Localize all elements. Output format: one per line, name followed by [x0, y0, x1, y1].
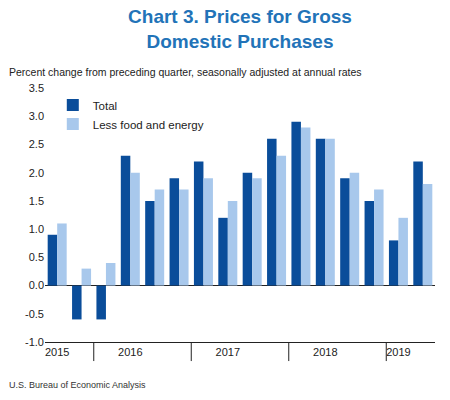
svg-text:U.S. Bureau of Economic Analys: U.S. Bureau of Economic Analysis	[9, 380, 146, 390]
svg-text:0.0: 0.0	[29, 279, 44, 291]
svg-text:2017: 2017	[216, 346, 240, 358]
svg-text:3.0: 3.0	[29, 110, 44, 122]
svg-text:3.5: 3.5	[29, 82, 44, 94]
svg-text:Chart 3. Prices for GrossDomes: Chart 3. Prices for GrossDomestic Purcha…	[128, 6, 352, 52]
svg-text:1.0: 1.0	[29, 223, 44, 235]
svg-text:Less food and energy: Less food and energy	[93, 119, 204, 131]
svg-text:2.0: 2.0	[29, 167, 44, 179]
svg-text:1.5: 1.5	[29, 195, 44, 207]
svg-text:2015: 2015	[45, 346, 69, 358]
svg-text:2.5: 2.5	[29, 138, 44, 150]
svg-text:-0.5: -0.5	[25, 308, 44, 320]
svg-text:Percent change from preceding: Percent change from preceding quarter, s…	[9, 66, 362, 78]
svg-text:Total: Total	[93, 100, 117, 112]
svg-text:2018: 2018	[313, 346, 337, 358]
svg-text:-1.0: -1.0	[25, 336, 44, 348]
svg-text:2016: 2016	[118, 346, 142, 358]
svg-text:0.5: 0.5	[29, 251, 44, 263]
svg-text:2019: 2019	[386, 346, 410, 358]
